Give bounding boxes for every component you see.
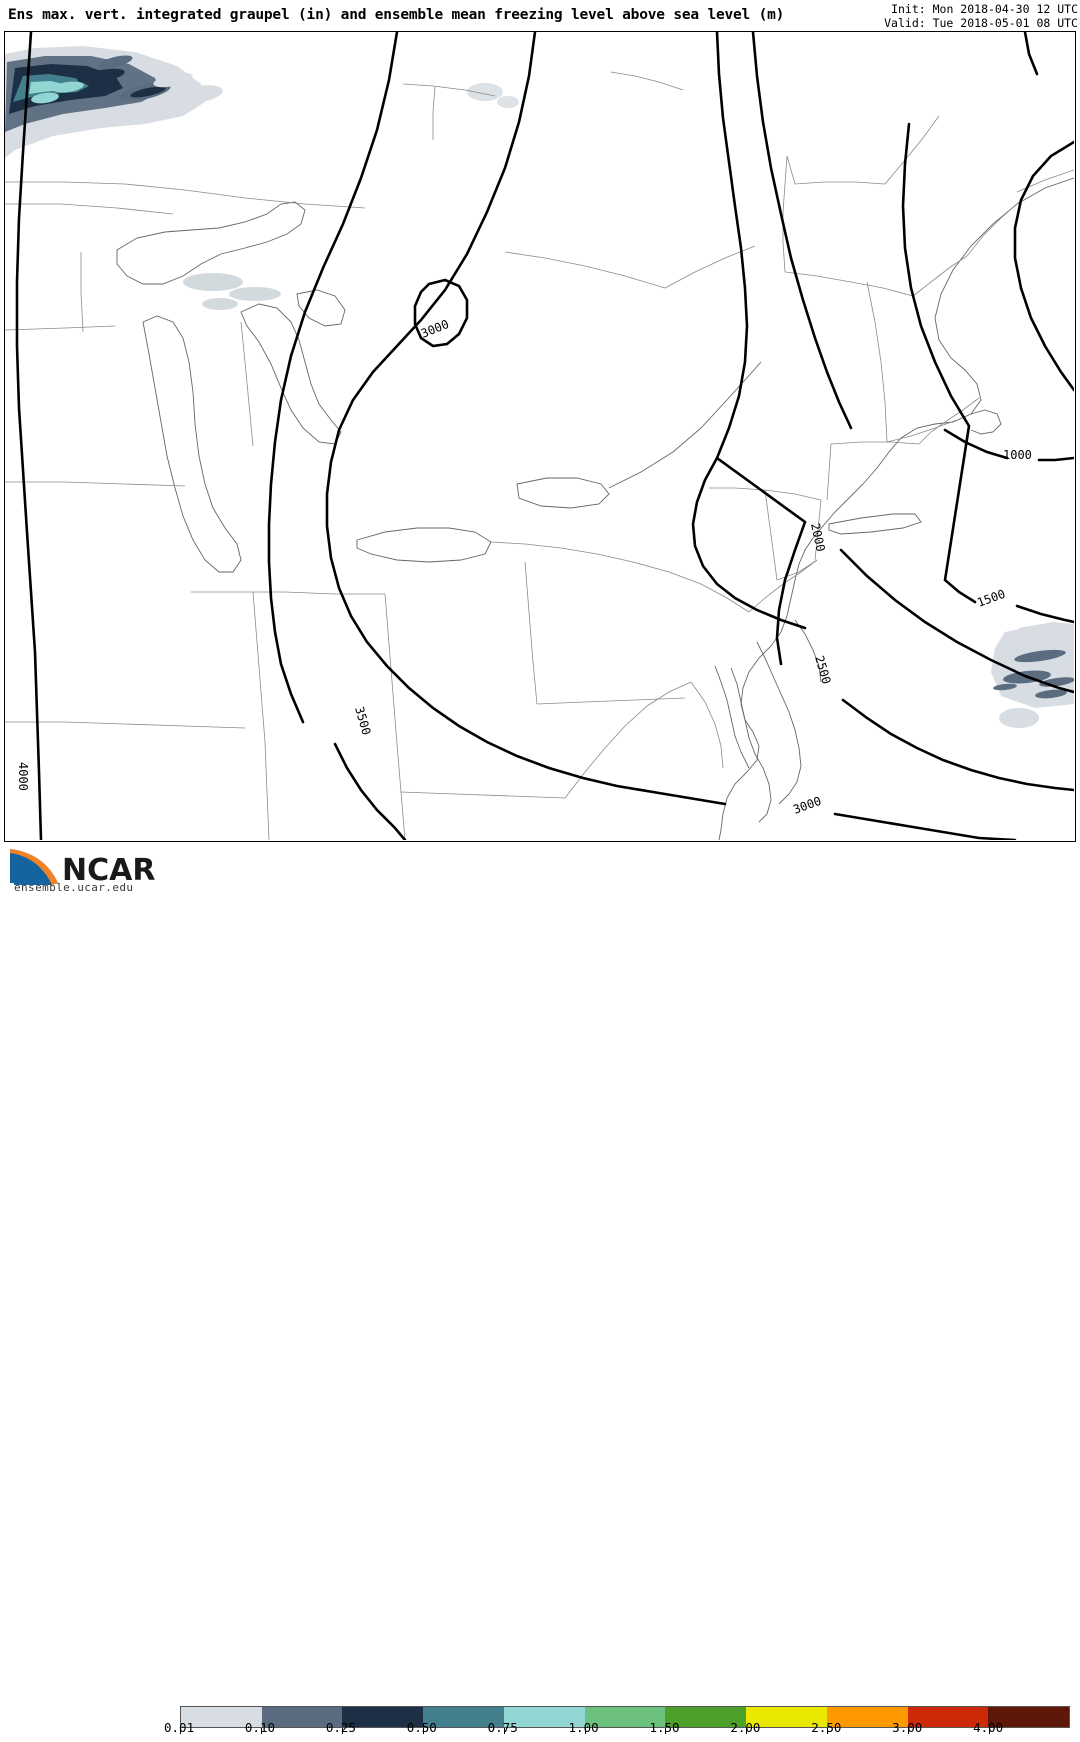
contour-2000-upper	[751, 32, 853, 430]
graupel-shading-northwest	[5, 46, 223, 158]
contour-label-3000-quebec: 3000	[419, 317, 451, 341]
freezing-level-contours	[15, 32, 1074, 840]
coastline-layer	[116, 177, 1074, 840]
header: Ens max. vert. integrated graupel (in) a…	[0, 0, 1080, 31]
ncar-logo[interactable]: NCAR	[8, 847, 168, 897]
colorbar-label-4.00: 4.00	[973, 1720, 1004, 1735]
contour-label-layer: 3000 1000 1500 2000 2500 3000 3500 4000	[16, 317, 1032, 817]
init-time: Init: Mon 2018-04-30 12 UTC	[891, 2, 1078, 16]
colorbar-label-3.00: 3.00	[892, 1720, 923, 1735]
contour-3000-main	[325, 32, 727, 806]
contour-3500-upper	[267, 32, 399, 724]
contour-1000-arc	[1013, 140, 1074, 392]
contour-ne-corner	[1023, 32, 1039, 76]
contour-1000-right	[1037, 456, 1074, 462]
contour-label-3500: 3500	[352, 705, 373, 737]
contour-1000-left	[943, 428, 1009, 460]
colorbar-label-0.50: 0.50	[406, 1720, 437, 1735]
ncar-url[interactable]: ensemble.ucar.edu	[14, 881, 134, 894]
footer: NCAR ensemble.ucar.edu 0.01 0.10 0.25 0.50 0…	[0, 845, 1080, 1735]
contour-3500-lower	[333, 742, 407, 840]
colorbar-label-0.25: 0.25	[325, 1720, 356, 1735]
colorbar-label-2.00: 2.00	[730, 1720, 761, 1735]
colorbar-label-1.00: 1.00	[568, 1720, 599, 1735]
graupel-shading-southeast	[991, 622, 1074, 728]
contour-1500-upper	[901, 122, 977, 604]
colorbar-label-0.75: 0.75	[487, 1720, 518, 1735]
state-borders-layer	[5, 71, 1074, 840]
contour-2500-seg2	[691, 456, 807, 630]
forecast-timestamps: Init: Mon 2018-04-30 12 UTC Valid: Tue 2…	[884, 2, 1078, 30]
contour-label-2000: 2000	[808, 522, 828, 553]
contour-2500-seg3	[841, 698, 1074, 792]
contour-label-4000: 4000	[16, 762, 30, 791]
contour-2500-seg1	[715, 32, 807, 666]
graupel-shading-scattered	[183, 83, 519, 310]
contour-1500-lower	[1015, 604, 1074, 624]
ncar-wordmark: NCAR	[62, 853, 155, 888]
contour-3000-closed	[413, 278, 469, 348]
colorbar-label-0.01: 0.01	[164, 1720, 195, 1735]
map-canvas[interactable]: 3000 1000 1500 2000 2500 3000 3500 4000	[4, 31, 1076, 842]
valid-time: Valid: Tue 2018-05-01 08 UTC	[884, 16, 1078, 30]
contour-2000-lower	[839, 548, 1074, 694]
contour-label-3000-south: 3000	[791, 794, 823, 817]
contour-3000-tail	[833, 812, 1017, 840]
colorbar-label-1.50: 1.50	[649, 1720, 680, 1735]
colorbar-label-0.10: 0.10	[244, 1720, 276, 1735]
map-svg: 3000 1000 1500 2000 2500 3000 3500 4000	[5, 32, 1074, 840]
colorbar-labels: 0.01 0.10 0.25 0.50 0.75 1.00 1.50 2.00 2.50 3.00…	[0, 1720, 1080, 1742]
contour-label-2500: 2500	[812, 654, 833, 686]
page-title: Ens max. vert. integrated graupel (in) a…	[8, 7, 785, 23]
contour-label-1500: 1500	[975, 587, 1007, 610]
colorbar-label-2.50: 2.50	[811, 1720, 842, 1735]
contour-label-1000: 1000	[1003, 448, 1032, 462]
